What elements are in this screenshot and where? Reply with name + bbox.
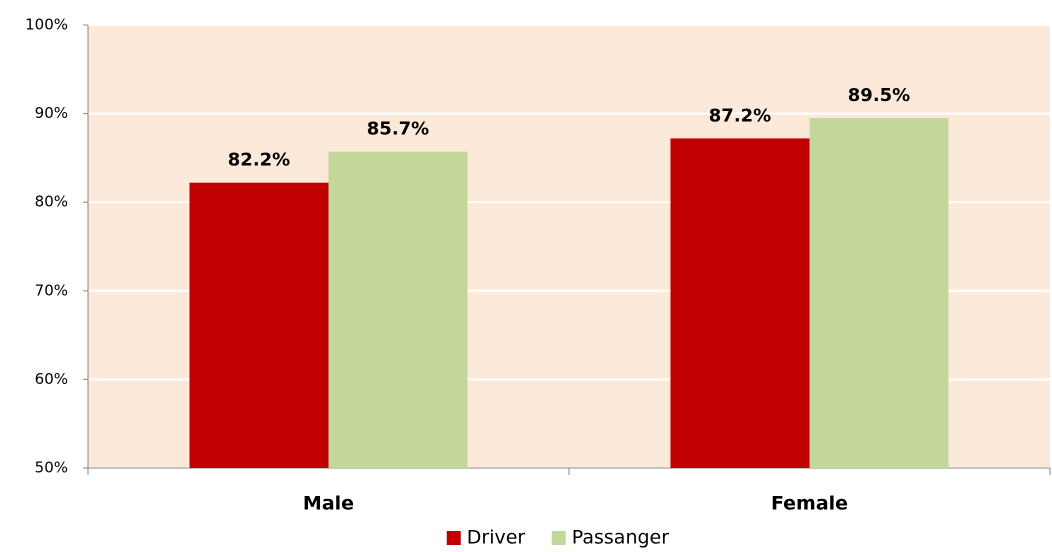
y-tick-label: 90% — [35, 104, 68, 122]
value-label: 87.2% — [709, 105, 771, 126]
value-label: 85.7% — [367, 119, 429, 140]
y-tick-label: 50% — [35, 459, 68, 477]
x-tick-label: Female — [771, 493, 848, 515]
y-tick-label: 70% — [35, 281, 68, 299]
bar — [809, 118, 949, 468]
bar — [670, 138, 810, 468]
y-tick-label: 60% — [35, 370, 68, 388]
legend-swatch — [551, 531, 566, 545]
bar — [189, 182, 329, 468]
legend-label: Driver — [467, 527, 526, 549]
value-label: 82.2% — [228, 150, 290, 171]
y-tick-label: 100% — [25, 16, 68, 34]
y-tick-label: 80% — [35, 193, 68, 211]
x-tick-label: Male — [303, 493, 354, 515]
legend-label: Passanger — [572, 527, 669, 549]
legend-swatch — [446, 531, 461, 545]
value-label: 89.5% — [848, 85, 910, 106]
bar — [328, 151, 468, 468]
